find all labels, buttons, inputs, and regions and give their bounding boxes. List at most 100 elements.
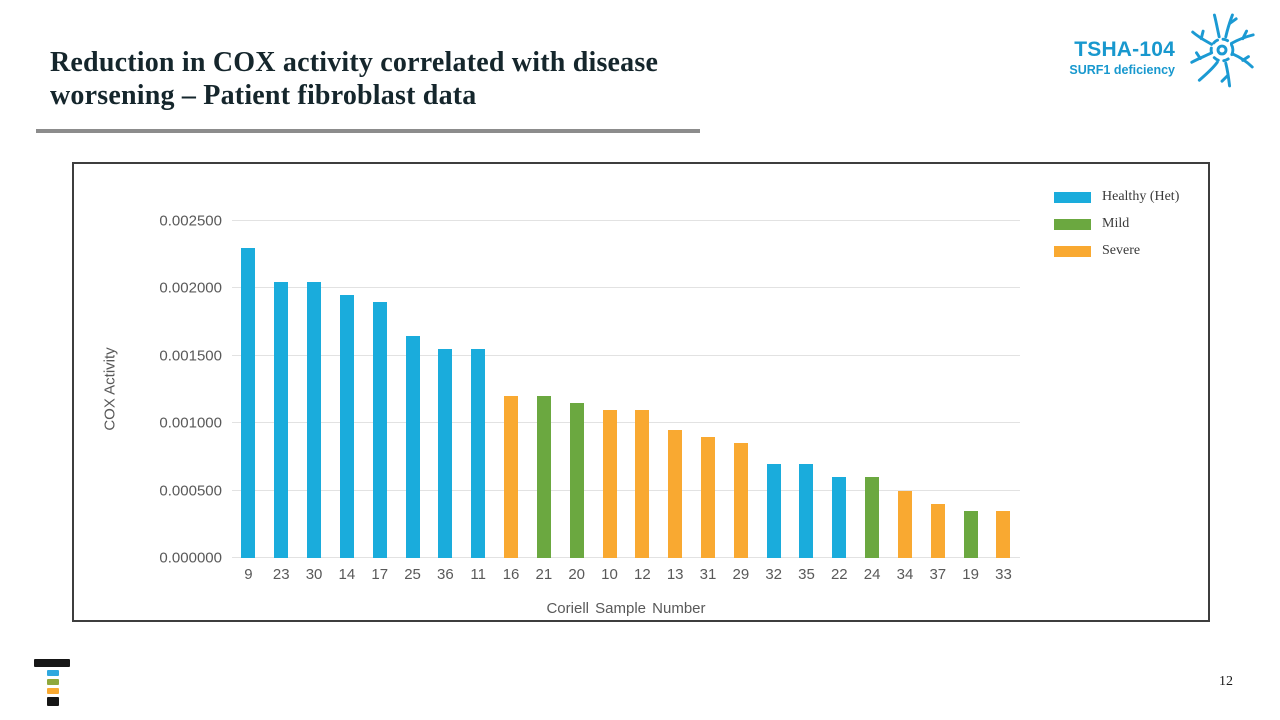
bar-sample-37 bbox=[930, 504, 945, 558]
bar-slot bbox=[396, 221, 429, 558]
bar-sample-19 bbox=[963, 510, 978, 558]
bar-sample-32 bbox=[766, 463, 781, 558]
x-tick-label: 17 bbox=[371, 566, 389, 583]
x-tick-label: 34 bbox=[896, 566, 914, 583]
x-tick-label: 36 bbox=[437, 566, 454, 583]
y-tick-label: 0.000000 bbox=[159, 549, 222, 567]
bar-slot bbox=[298, 221, 331, 558]
bar-slot bbox=[757, 221, 790, 558]
x-axis-title: Coriell Sample Number bbox=[546, 600, 706, 617]
x-tick-label: 22 bbox=[830, 566, 848, 583]
gridline bbox=[232, 287, 1020, 289]
bar-slot bbox=[265, 221, 298, 558]
program-brand: TSHA-104 SURF1 deficiency bbox=[1069, 38, 1175, 77]
page-number: 12 bbox=[1219, 674, 1233, 689]
taysha-t-logo bbox=[34, 659, 72, 706]
y-tick-label: 0.001000 bbox=[159, 414, 222, 432]
bar-sample-14 bbox=[339, 295, 354, 558]
bar-slot bbox=[790, 221, 823, 558]
y-axis: 0.000000 0.000500 0.001000 0.001500 0.002000… bbox=[74, 213, 222, 567]
bar-slot bbox=[921, 221, 954, 558]
bar-sample-9 bbox=[241, 247, 256, 558]
gridline bbox=[232, 557, 1020, 558]
legend-swatch-mild bbox=[1054, 218, 1091, 230]
bar-sample-34 bbox=[897, 490, 912, 558]
x-tick-label: 33 bbox=[995, 566, 1012, 583]
x-tick-label: 35 bbox=[798, 566, 815, 583]
x-tick-label: 9 bbox=[244, 566, 253, 583]
x-tick-label: 23 bbox=[272, 566, 290, 583]
slide-title: Reduction in COX activity correlated wit… bbox=[50, 47, 659, 111]
t-logo-segment-black bbox=[47, 697, 59, 706]
legend-row: Mild bbox=[1054, 216, 1179, 232]
bar-slot bbox=[856, 221, 889, 558]
bar-sample-36 bbox=[438, 349, 453, 558]
y-tick-label: 0.002500 bbox=[159, 212, 222, 230]
legend-label-mild: Mild bbox=[1102, 216, 1130, 231]
bar-slot bbox=[954, 221, 987, 558]
x-tick-label: 37 bbox=[929, 566, 947, 583]
bar-sample-16 bbox=[504, 396, 519, 558]
legend-swatch-severe bbox=[1054, 245, 1091, 257]
gridline bbox=[232, 354, 1020, 356]
bar-slot bbox=[363, 221, 396, 558]
bar-slot bbox=[495, 221, 528, 558]
y-tick-label: 0.000500 bbox=[159, 482, 222, 500]
bar-sample-13 bbox=[668, 429, 683, 558]
x-tick-label: 13 bbox=[666, 566, 684, 583]
bar-sample-22 bbox=[832, 477, 847, 558]
x-tick-label: 20 bbox=[568, 566, 586, 583]
y-tick-label: 0.001500 bbox=[159, 347, 222, 365]
x-tick-label: 29 bbox=[732, 566, 750, 583]
bar-sample-33 bbox=[996, 510, 1011, 558]
legend-row: Healthy (Het) bbox=[1054, 189, 1179, 205]
bars-row bbox=[232, 221, 1020, 558]
bar-slot bbox=[232, 221, 265, 558]
bar-slot bbox=[560, 221, 593, 558]
bar-slot bbox=[889, 221, 922, 558]
plot-area bbox=[232, 220, 1020, 558]
chart-legend: Healthy (Het) Mild Severe bbox=[1054, 189, 1179, 270]
bar-slot bbox=[659, 221, 692, 558]
program-name: TSHA-104 bbox=[1074, 38, 1175, 61]
chart-container: COX Activity 0.000000 0.000500 0.001000 0.0… bbox=[72, 162, 1210, 622]
bar-slot bbox=[462, 221, 495, 558]
program-subtitle: SURF1 deficiency bbox=[1069, 63, 1175, 77]
x-tick-label: 10 bbox=[601, 566, 618, 583]
bar-sample-12 bbox=[635, 409, 650, 558]
gridline bbox=[232, 489, 1020, 491]
x-tick-label: 25 bbox=[404, 566, 421, 583]
t-logo-segment-green bbox=[47, 679, 59, 685]
x-tick-label: 11 bbox=[470, 566, 486, 583]
bar-slot bbox=[593, 221, 626, 558]
bar-slot bbox=[527, 221, 560, 558]
bar-sample-35 bbox=[799, 463, 814, 558]
t-logo-segment-blue bbox=[47, 670, 59, 676]
bar-sample-31 bbox=[701, 436, 715, 558]
bar-sample-20 bbox=[569, 402, 584, 558]
bar-slot bbox=[692, 221, 725, 558]
neuron-icon bbox=[1190, 13, 1255, 88]
bar-slot bbox=[330, 221, 363, 558]
x-tick-label: 19 bbox=[962, 566, 979, 583]
y-tick-label: 0.002000 bbox=[159, 279, 222, 297]
legend-row: Severe bbox=[1054, 243, 1179, 259]
bar-slot bbox=[823, 221, 856, 558]
bar-sample-17 bbox=[372, 301, 387, 558]
bar-sample-23 bbox=[274, 281, 289, 558]
bar-sample-11 bbox=[471, 349, 486, 558]
bar-slot bbox=[987, 221, 1020, 558]
legend-swatch-healthy bbox=[1054, 191, 1091, 203]
title-divider bbox=[36, 129, 700, 133]
x-tick-label: 24 bbox=[863, 566, 881, 583]
x-labels-row: 9 23 30 14 17 25 36 11 16 21 20 10 12 13 31 29 32 35 22 24 3… bbox=[232, 566, 1020, 583]
legend-label-healthy: Healthy (Het) bbox=[1102, 189, 1180, 204]
bar-sample-30 bbox=[307, 281, 322, 558]
x-tick-label: 14 bbox=[338, 566, 356, 583]
legend-label-severe: Severe bbox=[1102, 243, 1141, 258]
bar-sample-25 bbox=[405, 335, 420, 558]
x-tick-label: 31 bbox=[699, 566, 717, 583]
x-tick-label: 12 bbox=[634, 566, 651, 583]
x-tick-label: 32 bbox=[765, 566, 782, 583]
